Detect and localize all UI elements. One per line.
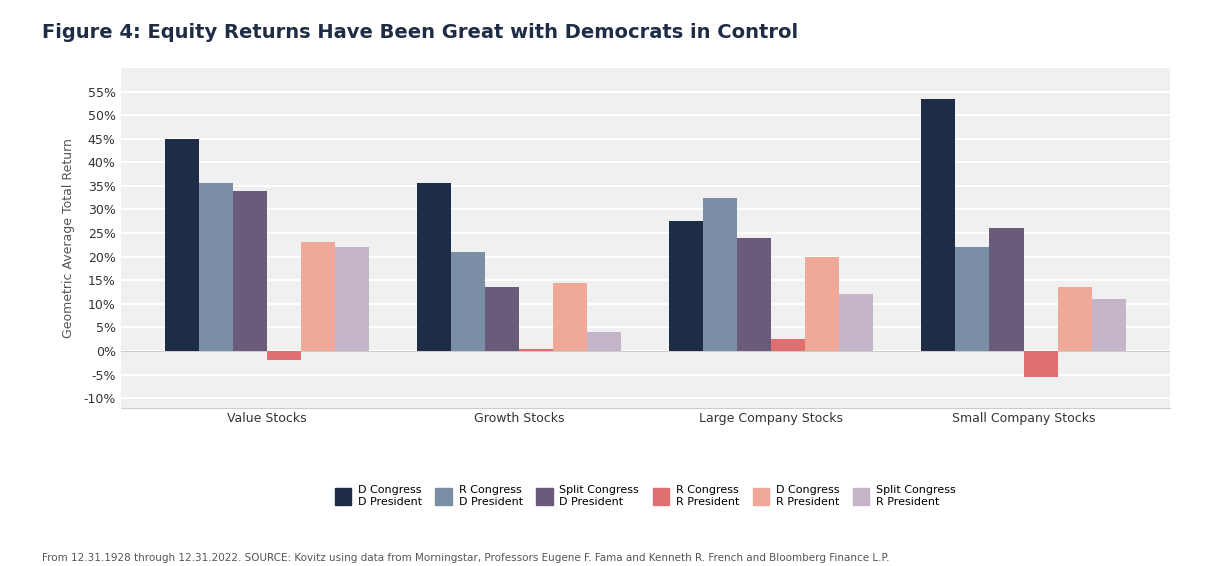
Bar [1058, 288, 1091, 351]
Bar [772, 339, 806, 351]
Bar [451, 252, 485, 351]
Y-axis label: Geometric Average Total Return: Geometric Average Total Return [62, 138, 75, 338]
Bar [669, 221, 703, 351]
Bar [554, 282, 587, 351]
Bar [165, 139, 199, 351]
Legend: D Congress
D President, R Congress
D President, Split Congress
D President, R Co: D Congress D President, R Congress D Pre… [330, 481, 960, 512]
Bar [989, 228, 1024, 351]
Bar [485, 288, 519, 351]
Bar [267, 351, 302, 361]
Bar [417, 183, 451, 351]
Text: Figure 4: Equity Returns Have Been Great with Democrats in Control: Figure 4: Equity Returns Have Been Great… [42, 23, 798, 42]
Bar [199, 183, 233, 351]
Bar [519, 349, 554, 351]
Bar [955, 247, 989, 351]
Bar [921, 98, 955, 351]
Bar [587, 332, 621, 351]
Bar [703, 198, 737, 351]
Text: From 12.31.1928 through 12.31.2022. SOURCE: Kovitz using data from Morningstar, : From 12.31.1928 through 12.31.2022. SOUR… [42, 553, 890, 563]
Bar [302, 242, 335, 351]
Bar [335, 247, 369, 351]
Bar [737, 238, 772, 351]
Bar [1024, 351, 1058, 377]
Bar [1091, 299, 1125, 351]
Bar [233, 191, 267, 351]
Bar [806, 256, 839, 351]
Bar [839, 294, 873, 351]
